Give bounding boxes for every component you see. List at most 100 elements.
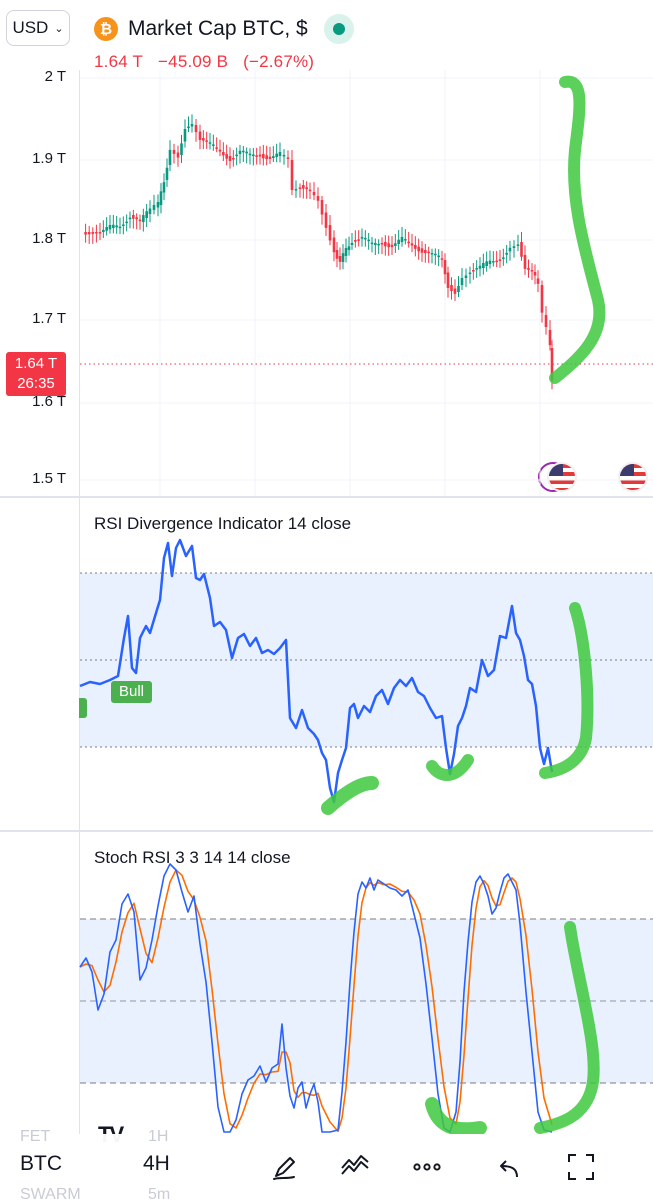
candle (265, 155, 268, 160)
candle (417, 246, 420, 252)
indicators-icon[interactable] (338, 1150, 372, 1184)
candle (424, 250, 427, 254)
candle (341, 253, 345, 262)
candle (357, 239, 360, 241)
bull-signal-marker (79, 698, 87, 718)
candle (228, 156, 232, 161)
candle (98, 232, 102, 234)
current-price-badge: 1.64 T 26:35 (6, 352, 66, 396)
candle (142, 215, 145, 222)
candle (394, 243, 397, 246)
candle (255, 155, 258, 157)
candle (550, 348, 554, 381)
candle (540, 285, 544, 313)
candle (112, 224, 115, 228)
candle (235, 154, 238, 157)
candle (407, 241, 410, 244)
candle (324, 212, 328, 228)
change-absolute: −45.09 B (158, 52, 229, 71)
candle (84, 232, 87, 235)
candle (222, 152, 225, 156)
candle (212, 144, 215, 146)
candle (159, 191, 163, 205)
candle (205, 140, 208, 142)
candle (498, 259, 502, 261)
last-value: 1.64 T (94, 52, 144, 71)
candle (457, 285, 460, 292)
candle (278, 152, 282, 156)
candle (404, 239, 407, 241)
candle (367, 239, 370, 242)
candle (440, 258, 444, 260)
candle (536, 278, 540, 284)
current-price-value: 1.64 T (14, 355, 58, 372)
candle (410, 243, 414, 246)
candle (286, 157, 290, 159)
candle (118, 226, 122, 229)
ghost-symbol-2: SWARM (20, 1186, 81, 1203)
symbol-title: Market Cap BTC, $ (128, 17, 308, 40)
candle (354, 240, 357, 242)
candle (527, 268, 530, 270)
stoch-indicator-title[interactable]: Stoch RSI 3 3 14 14 close (94, 848, 291, 867)
candle (414, 245, 417, 249)
candle (316, 196, 320, 201)
more-icon[interactable] (410, 1150, 444, 1184)
candle (364, 237, 367, 240)
candle (258, 154, 262, 157)
candle (533, 272, 537, 276)
candle (377, 243, 380, 246)
candle (450, 285, 453, 292)
drawing-pencil-icon[interactable] (268, 1150, 302, 1184)
pane-divider[interactable] (0, 830, 653, 832)
candle (132, 215, 135, 219)
candle (232, 158, 235, 160)
candle (245, 151, 248, 154)
candlestick-chart[interactable] (0, 0, 653, 496)
rsi-indicator-title[interactable]: RSI Divergence Indicator 14 close (94, 514, 352, 533)
market-status-icon[interactable] (323, 14, 354, 44)
candle (105, 227, 108, 231)
us-flag-event-icon[interactable] (618, 462, 648, 492)
candle (87, 232, 91, 235)
currency-selector[interactable]: USD ⌄ (6, 10, 70, 46)
candle (135, 217, 138, 220)
candle (344, 248, 348, 256)
candle (505, 252, 508, 255)
candle (238, 150, 242, 154)
stoch-rsi-chart[interactable] (0, 832, 653, 1134)
undo-icon[interactable] (494, 1150, 528, 1184)
bottom-toolbar: FET 1H SWARM 5m BTC 4H (0, 1128, 653, 1203)
highlight-stroke (549, 75, 606, 384)
candle (194, 125, 198, 133)
candle (165, 167, 169, 180)
bitcoin-icon: ₿ (94, 17, 118, 41)
candle (302, 185, 305, 189)
candle (420, 248, 424, 253)
candle (190, 124, 194, 127)
candle (115, 225, 118, 228)
symbol-legend[interactable]: ₿ Market Cap BTC, $ (94, 14, 354, 44)
candle (384, 242, 387, 247)
price-pane[interactable]: USD ⌄ ₿ Market Cap BTC, $ 1.64 T −45.09 … (0, 0, 653, 496)
rsi-pane[interactable]: RSI Divergence Indicator 14 close Bull (0, 498, 653, 830)
symbol-button[interactable]: BTC (20, 1152, 62, 1175)
candle (298, 187, 302, 189)
candle (162, 182, 166, 193)
us-flag-event-icon[interactable] (547, 462, 577, 492)
candle (156, 202, 160, 208)
candle (475, 268, 478, 270)
rsi-chart[interactable] (0, 498, 653, 830)
candle (282, 154, 286, 157)
candle (91, 232, 95, 234)
candle (523, 255, 527, 269)
candle (495, 260, 498, 263)
stoch-rsi-pane[interactable]: Stoch RSI 3 3 14 14 close (0, 832, 653, 1134)
candle (464, 275, 468, 278)
interval-button[interactable]: 4H (143, 1152, 170, 1175)
candle (198, 131, 202, 140)
pane-divider[interactable] (0, 496, 653, 498)
candle (516, 244, 520, 246)
fullscreen-icon[interactable] (564, 1150, 598, 1184)
candle (530, 270, 534, 272)
